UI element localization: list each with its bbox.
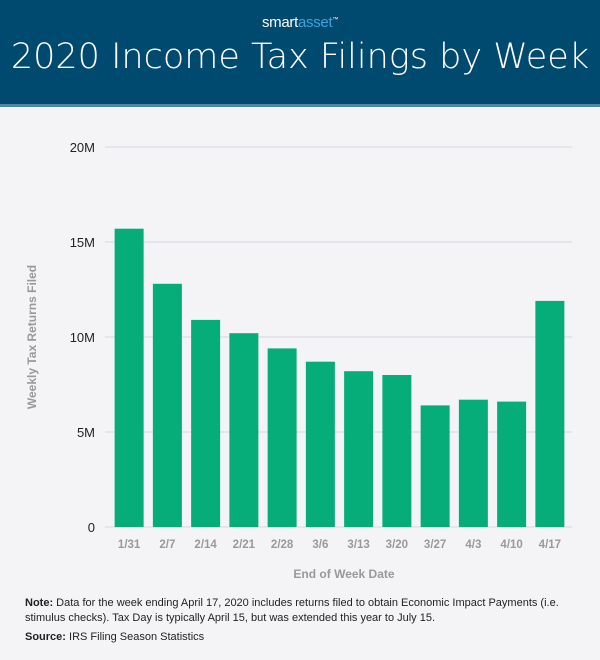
source-label: Source:	[25, 631, 66, 643]
x-tick-label: 4/10	[500, 539, 522, 551]
bar-2-28	[267, 348, 297, 527]
bar-3-6	[305, 361, 335, 527]
bar-3-13	[344, 371, 374, 527]
x-tick-label: 2/14	[194, 539, 217, 551]
y-tick-label: 0	[88, 520, 95, 535]
x-tick-label: 4/17	[539, 539, 561, 551]
logo-text: smart	[261, 14, 298, 31]
x-tick-label: 3/6	[312, 539, 328, 551]
bar-3-20	[382, 375, 412, 527]
header: smartasset™ 2020 Income Tax Filings by W…	[0, 0, 600, 107]
y-tick-label: 15M	[70, 235, 95, 250]
y-tick-label: 5M	[77, 425, 95, 440]
bar-3-27	[420, 405, 450, 527]
x-tick-label: 4/3	[465, 539, 481, 551]
source: Source: IRS Filing Season Statistics	[25, 630, 585, 645]
x-tick-label: 2/21	[233, 539, 256, 551]
footnotes: Note: Data for the week ending April 17,…	[25, 596, 585, 645]
x-tick-label: 3/13	[347, 539, 369, 551]
y-tick-label: 10M	[70, 330, 95, 345]
y-tick-label: 20M	[70, 140, 95, 155]
smartasset-logo: smartasset™	[0, 0, 600, 31]
x-tick-label: 1/31	[118, 539, 141, 551]
x-tick-label: 2/7	[159, 539, 175, 551]
logo-tm: ™	[332, 17, 339, 23]
bar-4-10	[497, 401, 527, 527]
source-text: IRS Filing Season Statistics	[65, 631, 205, 643]
x-tick-label: 2/28	[271, 539, 294, 551]
bar-4-17	[535, 300, 565, 527]
logo-text-accent: asset	[297, 14, 333, 31]
bar-4-3	[458, 399, 488, 527]
bar-2-21	[229, 333, 259, 527]
bar-2-7	[152, 283, 182, 527]
bar-2-14	[191, 319, 221, 527]
bar-chart: 0 5M 10M 15M 20M 1/31 2/7 2/14 2/21 2/28 3/6 3/13 3/…	[25, 140, 572, 581]
x-axis-label: End of Week Date	[293, 567, 394, 581]
page-title: 2020 Income Tax Filings by Week	[10, 37, 590, 77]
bar-1-31	[114, 228, 144, 527]
note: Note: Data for the week ending April 17,…	[25, 596, 585, 626]
x-tick-label: 3/20	[386, 539, 408, 551]
x-tick-label: 3/27	[424, 539, 446, 551]
note-label: Note:	[25, 597, 54, 609]
note-text: Data for the week ending April 17, 2020 …	[25, 597, 559, 624]
y-axis-label: Weekly Tax Returns Filed	[25, 265, 39, 409]
